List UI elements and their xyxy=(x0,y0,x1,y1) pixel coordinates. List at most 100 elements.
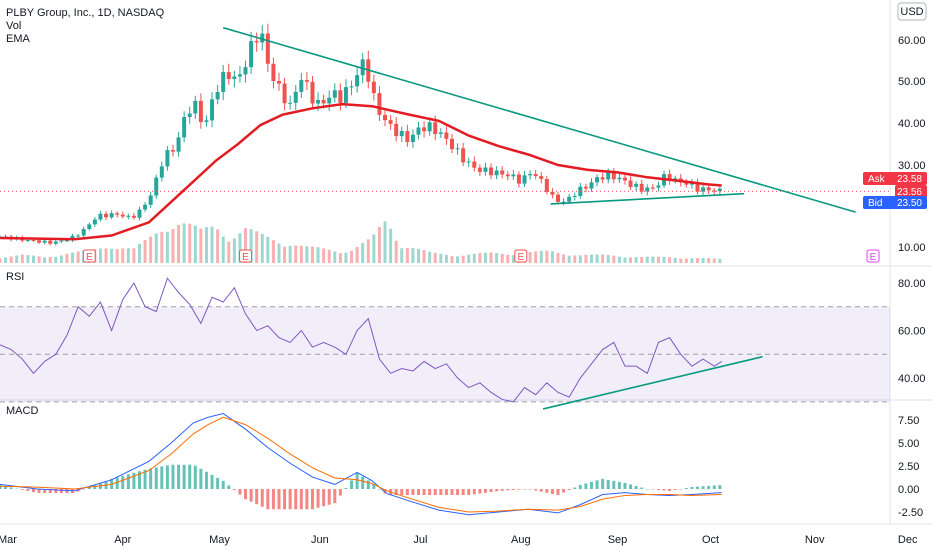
macd-histogram-bar xyxy=(232,489,236,491)
macd-histogram-bar xyxy=(138,471,141,489)
macd-histogram-bar xyxy=(679,489,683,490)
candle-body xyxy=(455,148,460,150)
macd-histogram-bar xyxy=(712,485,716,489)
candle-body xyxy=(483,167,488,172)
macd-histogram-bar xyxy=(690,486,694,489)
macd-histogram-bar xyxy=(333,489,337,504)
candle-body xyxy=(617,177,622,180)
macd-histogram-bar xyxy=(450,489,454,496)
time-tick-label: Sep xyxy=(608,534,628,546)
macd-histogram-bar xyxy=(54,489,58,494)
candle-body xyxy=(416,127,421,135)
bid-value: 23.50 xyxy=(897,198,922,209)
last-price-value: 23.56 xyxy=(897,187,922,198)
volume-bar xyxy=(204,227,208,263)
candle-body xyxy=(198,100,203,123)
macd-histogram-bar xyxy=(288,489,292,510)
volume-bar xyxy=(249,229,253,263)
macd-histogram-bar xyxy=(31,489,35,493)
volume-bar xyxy=(372,234,376,263)
candle-body xyxy=(92,219,97,225)
rsi-band-layer xyxy=(0,306,890,403)
macd-histogram-bar xyxy=(595,480,599,489)
volume-bar xyxy=(9,256,13,263)
macd-histogram-bar xyxy=(59,489,63,494)
macd-histogram-bar xyxy=(517,489,521,490)
candle-body xyxy=(260,33,265,43)
candle-body xyxy=(221,72,226,93)
volume-bar xyxy=(260,233,264,263)
volume-bar xyxy=(567,255,571,263)
macd-histogram-bar xyxy=(121,475,125,489)
volume-bar xyxy=(54,256,58,263)
candle-body xyxy=(187,113,192,118)
earnings-marker-text: E xyxy=(86,252,93,263)
macd-histogram-bar xyxy=(344,487,348,489)
support-trendline xyxy=(550,192,745,205)
price-tick-label: 50.00 xyxy=(898,76,926,88)
candle-body xyxy=(695,182,700,192)
macd-label: MACD xyxy=(6,405,38,417)
time-tick-label: Dec xyxy=(898,534,918,546)
volume-bar xyxy=(690,258,694,263)
macd-histogram-bar xyxy=(255,489,259,505)
macd-histogram-bar xyxy=(662,489,666,491)
macd-histogram-bar xyxy=(617,481,621,489)
macd-histogram-bar xyxy=(238,489,242,495)
macd-histogram-bar xyxy=(271,489,275,510)
candle-body xyxy=(81,229,86,236)
macd-histogram-bar xyxy=(294,489,298,510)
candle-body xyxy=(394,123,399,137)
candle-body xyxy=(98,213,103,220)
rsi-label: RSI xyxy=(6,271,24,283)
candle-body xyxy=(489,167,494,176)
volume-bar xyxy=(467,254,471,263)
macd-histogram-bar xyxy=(87,487,91,489)
macd-histogram-bar xyxy=(149,468,153,489)
candle-body xyxy=(310,81,315,104)
volume-bar xyxy=(31,255,35,263)
volume-bar xyxy=(115,249,119,263)
macd-histogram-bar xyxy=(640,487,644,489)
macd-histogram-bar xyxy=(606,479,610,489)
currency-button[interactable]: USD xyxy=(897,2,927,21)
candle-body xyxy=(712,190,717,192)
volume-bar xyxy=(149,236,153,263)
candle-body xyxy=(449,138,454,150)
time-tick-label: Jun xyxy=(311,534,329,546)
candle-body xyxy=(516,174,521,184)
candle-body xyxy=(42,240,47,243)
candle-body xyxy=(494,170,499,176)
macd-histogram-bar xyxy=(350,480,354,489)
macd-histogram-bar xyxy=(534,489,538,491)
volume-bar xyxy=(43,257,47,263)
macd-histogram-bar xyxy=(439,489,443,496)
macd-histogram-bar xyxy=(15,488,19,490)
volume-bar xyxy=(556,252,560,263)
macd-histogram-bar xyxy=(182,464,186,489)
candle-body xyxy=(87,224,92,230)
macd-histogram-bar xyxy=(589,481,593,489)
macd-histogram-bar xyxy=(366,480,370,489)
macd-histogram-bar xyxy=(65,489,69,494)
time-tick-label: Aug xyxy=(511,534,531,546)
volume-bar xyxy=(48,256,52,263)
macd-histogram-bar xyxy=(20,489,24,490)
volume-bar xyxy=(182,223,186,263)
candle-body xyxy=(277,81,281,84)
candle-body xyxy=(522,175,527,184)
macd-histogram-bar xyxy=(456,489,460,496)
candle-body xyxy=(31,239,36,241)
volume-bar xyxy=(656,256,660,263)
volume-bar xyxy=(483,252,487,263)
volume-bar xyxy=(121,248,125,263)
volume-bar xyxy=(634,257,638,263)
candle-body xyxy=(282,83,287,104)
volume-bar xyxy=(456,256,460,263)
macd-histogram-bar xyxy=(126,474,130,489)
volume-bar xyxy=(528,252,532,263)
volume-bar xyxy=(283,246,287,263)
macd-histogram-bar xyxy=(495,489,499,492)
